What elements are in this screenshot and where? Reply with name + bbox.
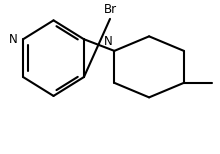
Text: N: N	[103, 35, 112, 48]
Text: Br: Br	[103, 3, 117, 16]
Text: N: N	[9, 33, 18, 46]
